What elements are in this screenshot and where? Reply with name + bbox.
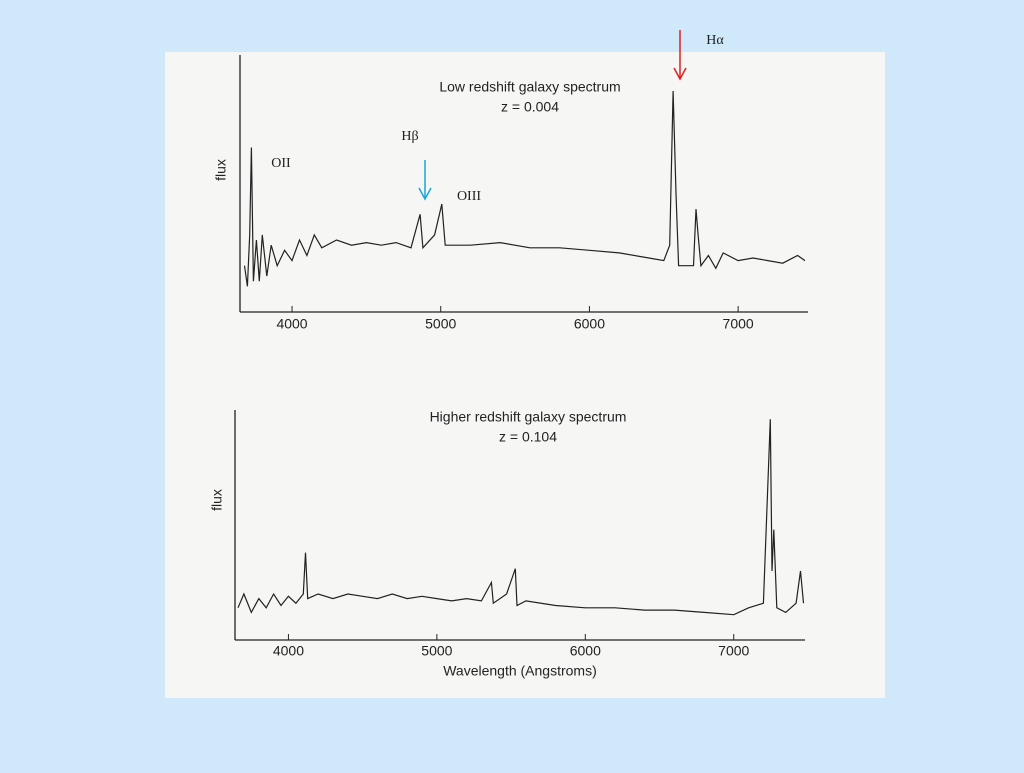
line-annotation: Hα: [706, 33, 724, 48]
x-tick-label: 7000: [723, 316, 754, 332]
x-tick-label: 7000: [718, 643, 749, 659]
y-axis-label: flux: [209, 489, 225, 511]
chart-title: Higher redshift galaxy spectrum: [430, 409, 627, 425]
spectrum-line: [243, 90, 806, 287]
paper: [165, 52, 885, 698]
x-tick-label: 4000: [276, 316, 307, 332]
line-annotation: OII: [271, 156, 291, 171]
line-annotation: Hβ: [401, 129, 418, 144]
x-tick-label: 4000: [273, 643, 304, 659]
x-tick-label: 5000: [425, 316, 456, 332]
chart-subtitle: z = 0.004: [501, 99, 559, 115]
arrow-head: [418, 187, 432, 201]
x-tick-label: 5000: [421, 643, 452, 659]
y-axis-label: flux: [213, 159, 229, 181]
line-annotation: OIII: [457, 189, 481, 204]
spectrum-line: [237, 419, 805, 616]
x-tick-label: 6000: [570, 643, 601, 659]
arrow-head: [673, 67, 687, 81]
x-axis-label: Wavelength (Angstroms): [443, 663, 597, 679]
chart-subtitle: z = 0.104: [499, 429, 557, 445]
x-tick-label: 6000: [574, 316, 605, 332]
chart-title: Low redshift galaxy spectrum: [439, 79, 620, 95]
